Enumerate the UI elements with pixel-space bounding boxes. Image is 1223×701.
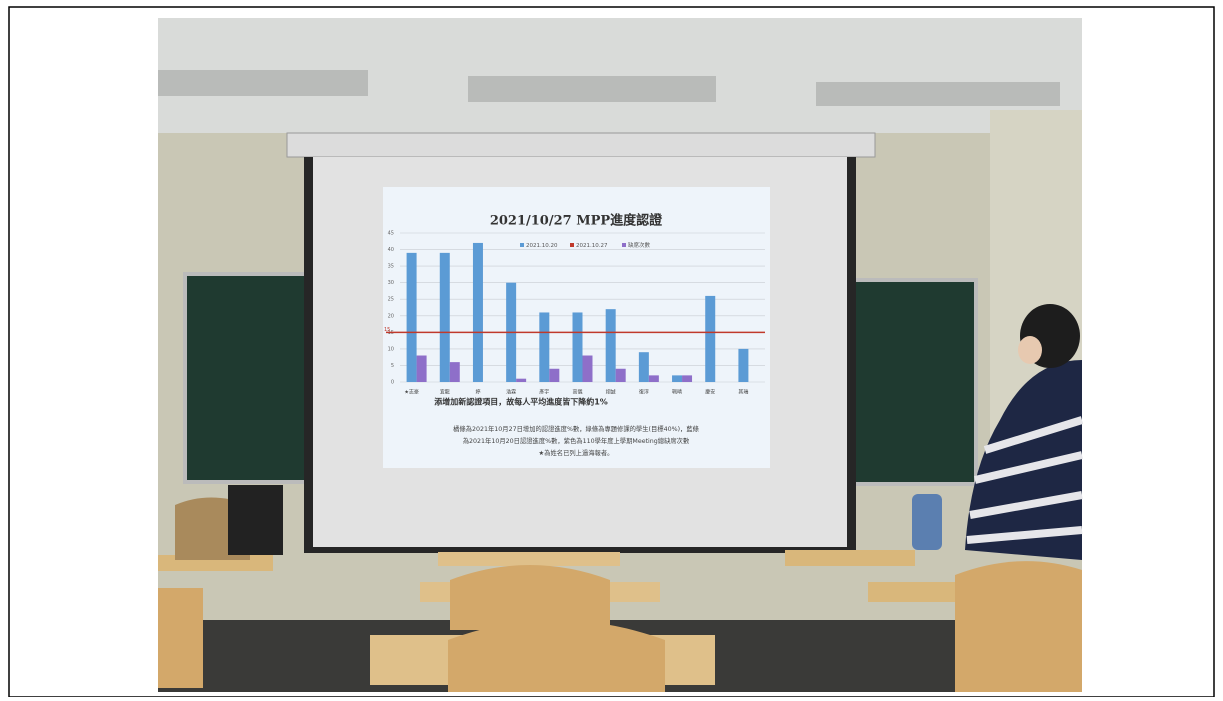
- bar: [582, 355, 593, 382]
- x-tick-label: 高儀: [572, 389, 582, 396]
- y-tick-label: 0: [391, 380, 394, 386]
- x-tick-label: ★志豪: [404, 389, 418, 396]
- bar: [605, 309, 616, 382]
- chair: [228, 485, 283, 555]
- chair: [450, 565, 610, 630]
- bar: [449, 362, 460, 382]
- shirt-stripes: [966, 416, 1084, 544]
- slide-note: 為2021年10月20日認證進度%數，紫色為110學年度上學期Meeting總缺…: [463, 436, 690, 445]
- desk: [158, 588, 203, 688]
- bar: [572, 312, 583, 382]
- x-tick-label: 浩霖: [506, 389, 516, 396]
- screen-case: [286, 132, 876, 158]
- desk: [438, 552, 620, 566]
- bottle: [912, 494, 942, 550]
- chair: [955, 561, 1082, 692]
- bar: [648, 375, 659, 382]
- bar: [472, 242, 483, 382]
- y-tick-label: 5: [391, 363, 394, 369]
- bar: [439, 252, 450, 382]
- bar: [549, 368, 560, 382]
- x-tick-label: 翊誠: [606, 389, 616, 396]
- bar: [705, 295, 716, 382]
- legend-swatch: [570, 243, 574, 247]
- chair: [448, 620, 665, 692]
- y-tick-label: 20: [388, 313, 394, 319]
- bar: [516, 378, 527, 382]
- bar: [416, 355, 427, 382]
- ceiling-light: [158, 70, 368, 96]
- legend-swatch: [622, 243, 626, 247]
- y-tick-label: 10: [388, 346, 394, 352]
- slide-note: 橘條為2021年10月27日增加的認證進度%數，綠條為專題修課的學生(目標40%…: [453, 424, 700, 433]
- photo: [158, 18, 1084, 692]
- bar: [682, 375, 693, 382]
- blackboard: [183, 272, 312, 484]
- legend-label: 2021.10.20: [526, 243, 558, 249]
- reference-label: 15: [384, 327, 390, 333]
- blackboard: [850, 278, 978, 486]
- y-tick-label: 45: [388, 231, 394, 237]
- ceiling-light: [468, 76, 716, 102]
- bar: [638, 352, 649, 382]
- y-tick-label: 25: [388, 297, 394, 303]
- bar: [406, 252, 417, 382]
- x-tick-label: 婷: [475, 389, 480, 396]
- slide-note: 添增加新認證項目，故每人平均進度皆下降約1%: [434, 397, 608, 407]
- x-tick-label: 宜龍: [440, 389, 450, 396]
- slide-title: 2021/10/27 MPP進度認證: [490, 213, 663, 229]
- x-tick-label: 珮晴: [672, 389, 682, 396]
- x-tick-label: 其瑞: [738, 389, 748, 396]
- ceiling-light: [816, 82, 1060, 106]
- desk: [785, 550, 915, 566]
- legend-label: 2021.10.27: [576, 243, 608, 249]
- x-tick-label: 復淳: [639, 389, 649, 396]
- bar: [539, 312, 550, 382]
- y-tick-label: 30: [388, 280, 394, 286]
- y-tick-label: 35: [388, 264, 394, 270]
- y-tick-label: 40: [388, 247, 394, 253]
- x-tick-label: 慶安: [705, 389, 715, 396]
- slide-note: ★為姓名已列上過海報者。: [539, 448, 614, 457]
- bar: [738, 348, 749, 382]
- bar: [615, 368, 626, 382]
- x-tick-label: 彥宇: [539, 389, 549, 396]
- person-face: [1018, 336, 1042, 364]
- legend-swatch: [520, 243, 524, 247]
- legend-label: 缺席次數: [628, 241, 651, 249]
- bar: [672, 375, 683, 382]
